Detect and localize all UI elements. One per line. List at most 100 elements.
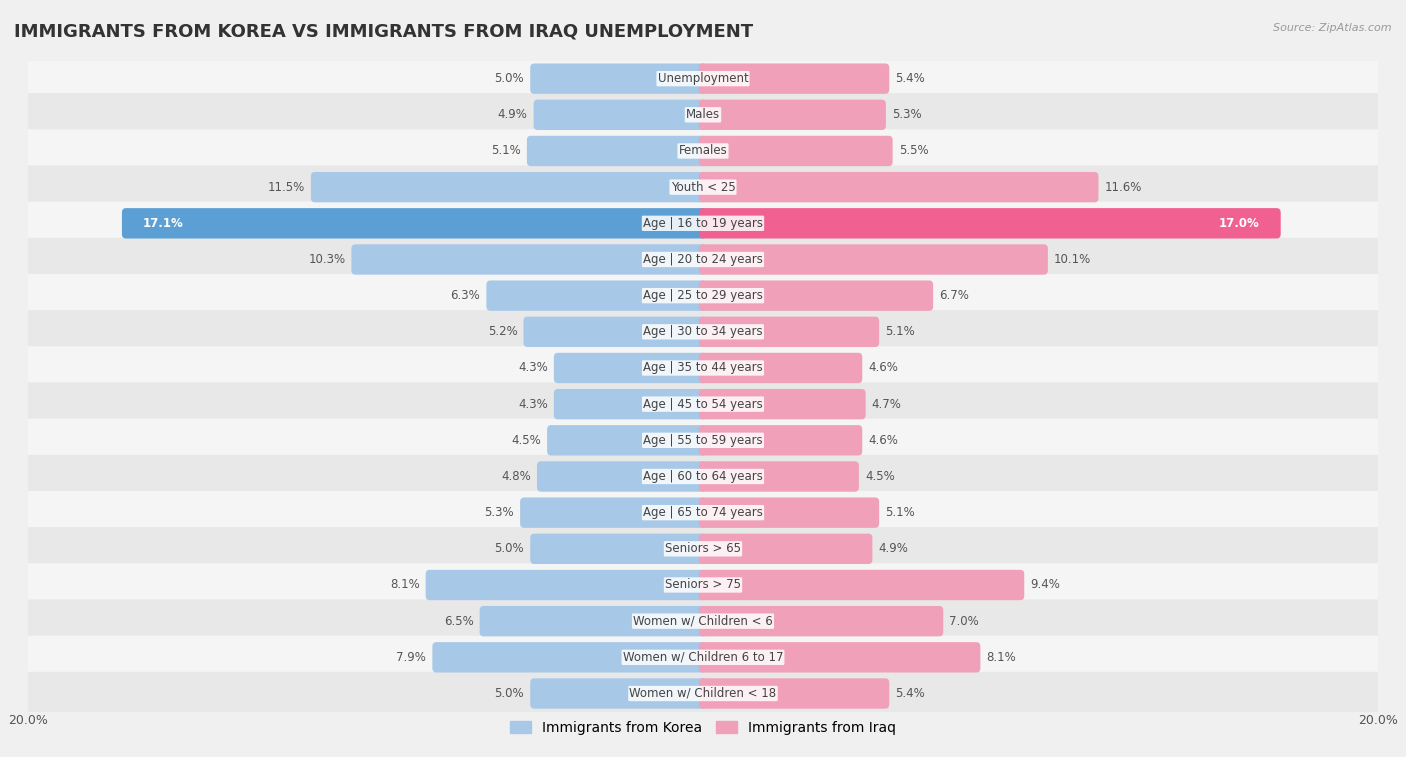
FancyBboxPatch shape: [699, 461, 859, 492]
Text: 10.3%: 10.3%: [308, 253, 346, 266]
FancyBboxPatch shape: [530, 678, 707, 709]
FancyBboxPatch shape: [554, 389, 707, 419]
Text: 5.4%: 5.4%: [896, 687, 925, 700]
Text: Women w/ Children 6 to 17: Women w/ Children 6 to 17: [623, 651, 783, 664]
FancyBboxPatch shape: [699, 353, 862, 383]
Text: 4.3%: 4.3%: [517, 362, 548, 375]
Text: 6.3%: 6.3%: [450, 289, 481, 302]
FancyBboxPatch shape: [22, 57, 1384, 101]
FancyBboxPatch shape: [527, 136, 707, 167]
Text: 6.5%: 6.5%: [444, 615, 474, 628]
Text: 4.7%: 4.7%: [872, 397, 901, 410]
Text: Age | 35 to 44 years: Age | 35 to 44 years: [643, 362, 763, 375]
Text: 5.3%: 5.3%: [485, 506, 515, 519]
Text: Age | 30 to 34 years: Age | 30 to 34 years: [643, 326, 763, 338]
Text: Age | 20 to 24 years: Age | 20 to 24 years: [643, 253, 763, 266]
Text: 4.5%: 4.5%: [512, 434, 541, 447]
FancyBboxPatch shape: [699, 534, 872, 564]
Text: 17.1%: 17.1%: [143, 217, 184, 230]
FancyBboxPatch shape: [699, 606, 943, 637]
FancyBboxPatch shape: [699, 316, 879, 347]
Text: Age | 60 to 64 years: Age | 60 to 64 years: [643, 470, 763, 483]
FancyBboxPatch shape: [523, 316, 707, 347]
FancyBboxPatch shape: [486, 280, 707, 311]
Text: 4.9%: 4.9%: [498, 108, 527, 121]
FancyBboxPatch shape: [22, 671, 1384, 715]
Text: 4.6%: 4.6%: [869, 434, 898, 447]
Text: 4.9%: 4.9%: [879, 542, 908, 556]
Text: 5.3%: 5.3%: [891, 108, 921, 121]
Text: 8.1%: 8.1%: [389, 578, 419, 591]
Text: Age | 16 to 19 years: Age | 16 to 19 years: [643, 217, 763, 230]
Text: Source: ZipAtlas.com: Source: ZipAtlas.com: [1274, 23, 1392, 33]
FancyBboxPatch shape: [22, 274, 1384, 317]
FancyBboxPatch shape: [479, 606, 707, 637]
Text: 4.3%: 4.3%: [517, 397, 548, 410]
Text: 5.2%: 5.2%: [488, 326, 517, 338]
Text: 9.4%: 9.4%: [1031, 578, 1060, 591]
Text: Females: Females: [679, 145, 727, 157]
FancyBboxPatch shape: [122, 208, 707, 238]
FancyBboxPatch shape: [22, 636, 1384, 679]
Text: Males: Males: [686, 108, 720, 121]
FancyBboxPatch shape: [699, 425, 862, 456]
FancyBboxPatch shape: [699, 245, 1047, 275]
FancyBboxPatch shape: [22, 563, 1384, 606]
Text: 11.6%: 11.6%: [1105, 181, 1142, 194]
Text: 5.0%: 5.0%: [495, 687, 524, 700]
Text: 5.1%: 5.1%: [886, 326, 915, 338]
FancyBboxPatch shape: [22, 455, 1384, 498]
FancyBboxPatch shape: [22, 600, 1384, 643]
Text: 8.1%: 8.1%: [987, 651, 1017, 664]
FancyBboxPatch shape: [699, 570, 1024, 600]
Legend: Immigrants from Korea, Immigrants from Iraq: Immigrants from Korea, Immigrants from I…: [505, 715, 901, 740]
Text: 4.5%: 4.5%: [865, 470, 894, 483]
FancyBboxPatch shape: [699, 172, 1098, 202]
Text: Age | 55 to 59 years: Age | 55 to 59 years: [643, 434, 763, 447]
FancyBboxPatch shape: [534, 100, 707, 130]
FancyBboxPatch shape: [537, 461, 707, 492]
Text: 5.1%: 5.1%: [491, 145, 520, 157]
Text: 4.8%: 4.8%: [501, 470, 531, 483]
FancyBboxPatch shape: [22, 238, 1384, 281]
FancyBboxPatch shape: [547, 425, 707, 456]
FancyBboxPatch shape: [699, 678, 889, 709]
FancyBboxPatch shape: [699, 389, 866, 419]
FancyBboxPatch shape: [311, 172, 707, 202]
Text: 5.5%: 5.5%: [898, 145, 928, 157]
FancyBboxPatch shape: [699, 208, 1281, 238]
FancyBboxPatch shape: [699, 136, 893, 167]
FancyBboxPatch shape: [530, 64, 707, 94]
FancyBboxPatch shape: [22, 166, 1384, 209]
FancyBboxPatch shape: [352, 245, 707, 275]
Text: Women w/ Children < 18: Women w/ Children < 18: [630, 687, 776, 700]
FancyBboxPatch shape: [699, 642, 980, 672]
FancyBboxPatch shape: [22, 346, 1384, 390]
Text: 11.5%: 11.5%: [267, 181, 305, 194]
Text: 7.0%: 7.0%: [949, 615, 979, 628]
FancyBboxPatch shape: [433, 642, 707, 672]
Text: IMMIGRANTS FROM KOREA VS IMMIGRANTS FROM IRAQ UNEMPLOYMENT: IMMIGRANTS FROM KOREA VS IMMIGRANTS FROM…: [14, 23, 754, 41]
FancyBboxPatch shape: [530, 534, 707, 564]
FancyBboxPatch shape: [22, 93, 1384, 136]
Text: 5.1%: 5.1%: [886, 506, 915, 519]
FancyBboxPatch shape: [22, 419, 1384, 462]
Text: Unemployment: Unemployment: [658, 72, 748, 85]
FancyBboxPatch shape: [520, 497, 707, 528]
Text: 5.0%: 5.0%: [495, 542, 524, 556]
FancyBboxPatch shape: [22, 527, 1384, 571]
FancyBboxPatch shape: [554, 353, 707, 383]
FancyBboxPatch shape: [699, 64, 889, 94]
Text: 5.4%: 5.4%: [896, 72, 925, 85]
Text: Age | 25 to 29 years: Age | 25 to 29 years: [643, 289, 763, 302]
FancyBboxPatch shape: [699, 280, 934, 311]
Text: Youth < 25: Youth < 25: [671, 181, 735, 194]
Text: Age | 65 to 74 years: Age | 65 to 74 years: [643, 506, 763, 519]
Text: 7.9%: 7.9%: [396, 651, 426, 664]
FancyBboxPatch shape: [22, 310, 1384, 354]
FancyBboxPatch shape: [22, 129, 1384, 173]
FancyBboxPatch shape: [699, 497, 879, 528]
FancyBboxPatch shape: [699, 100, 886, 130]
Text: 10.1%: 10.1%: [1054, 253, 1091, 266]
Text: Seniors > 65: Seniors > 65: [665, 542, 741, 556]
